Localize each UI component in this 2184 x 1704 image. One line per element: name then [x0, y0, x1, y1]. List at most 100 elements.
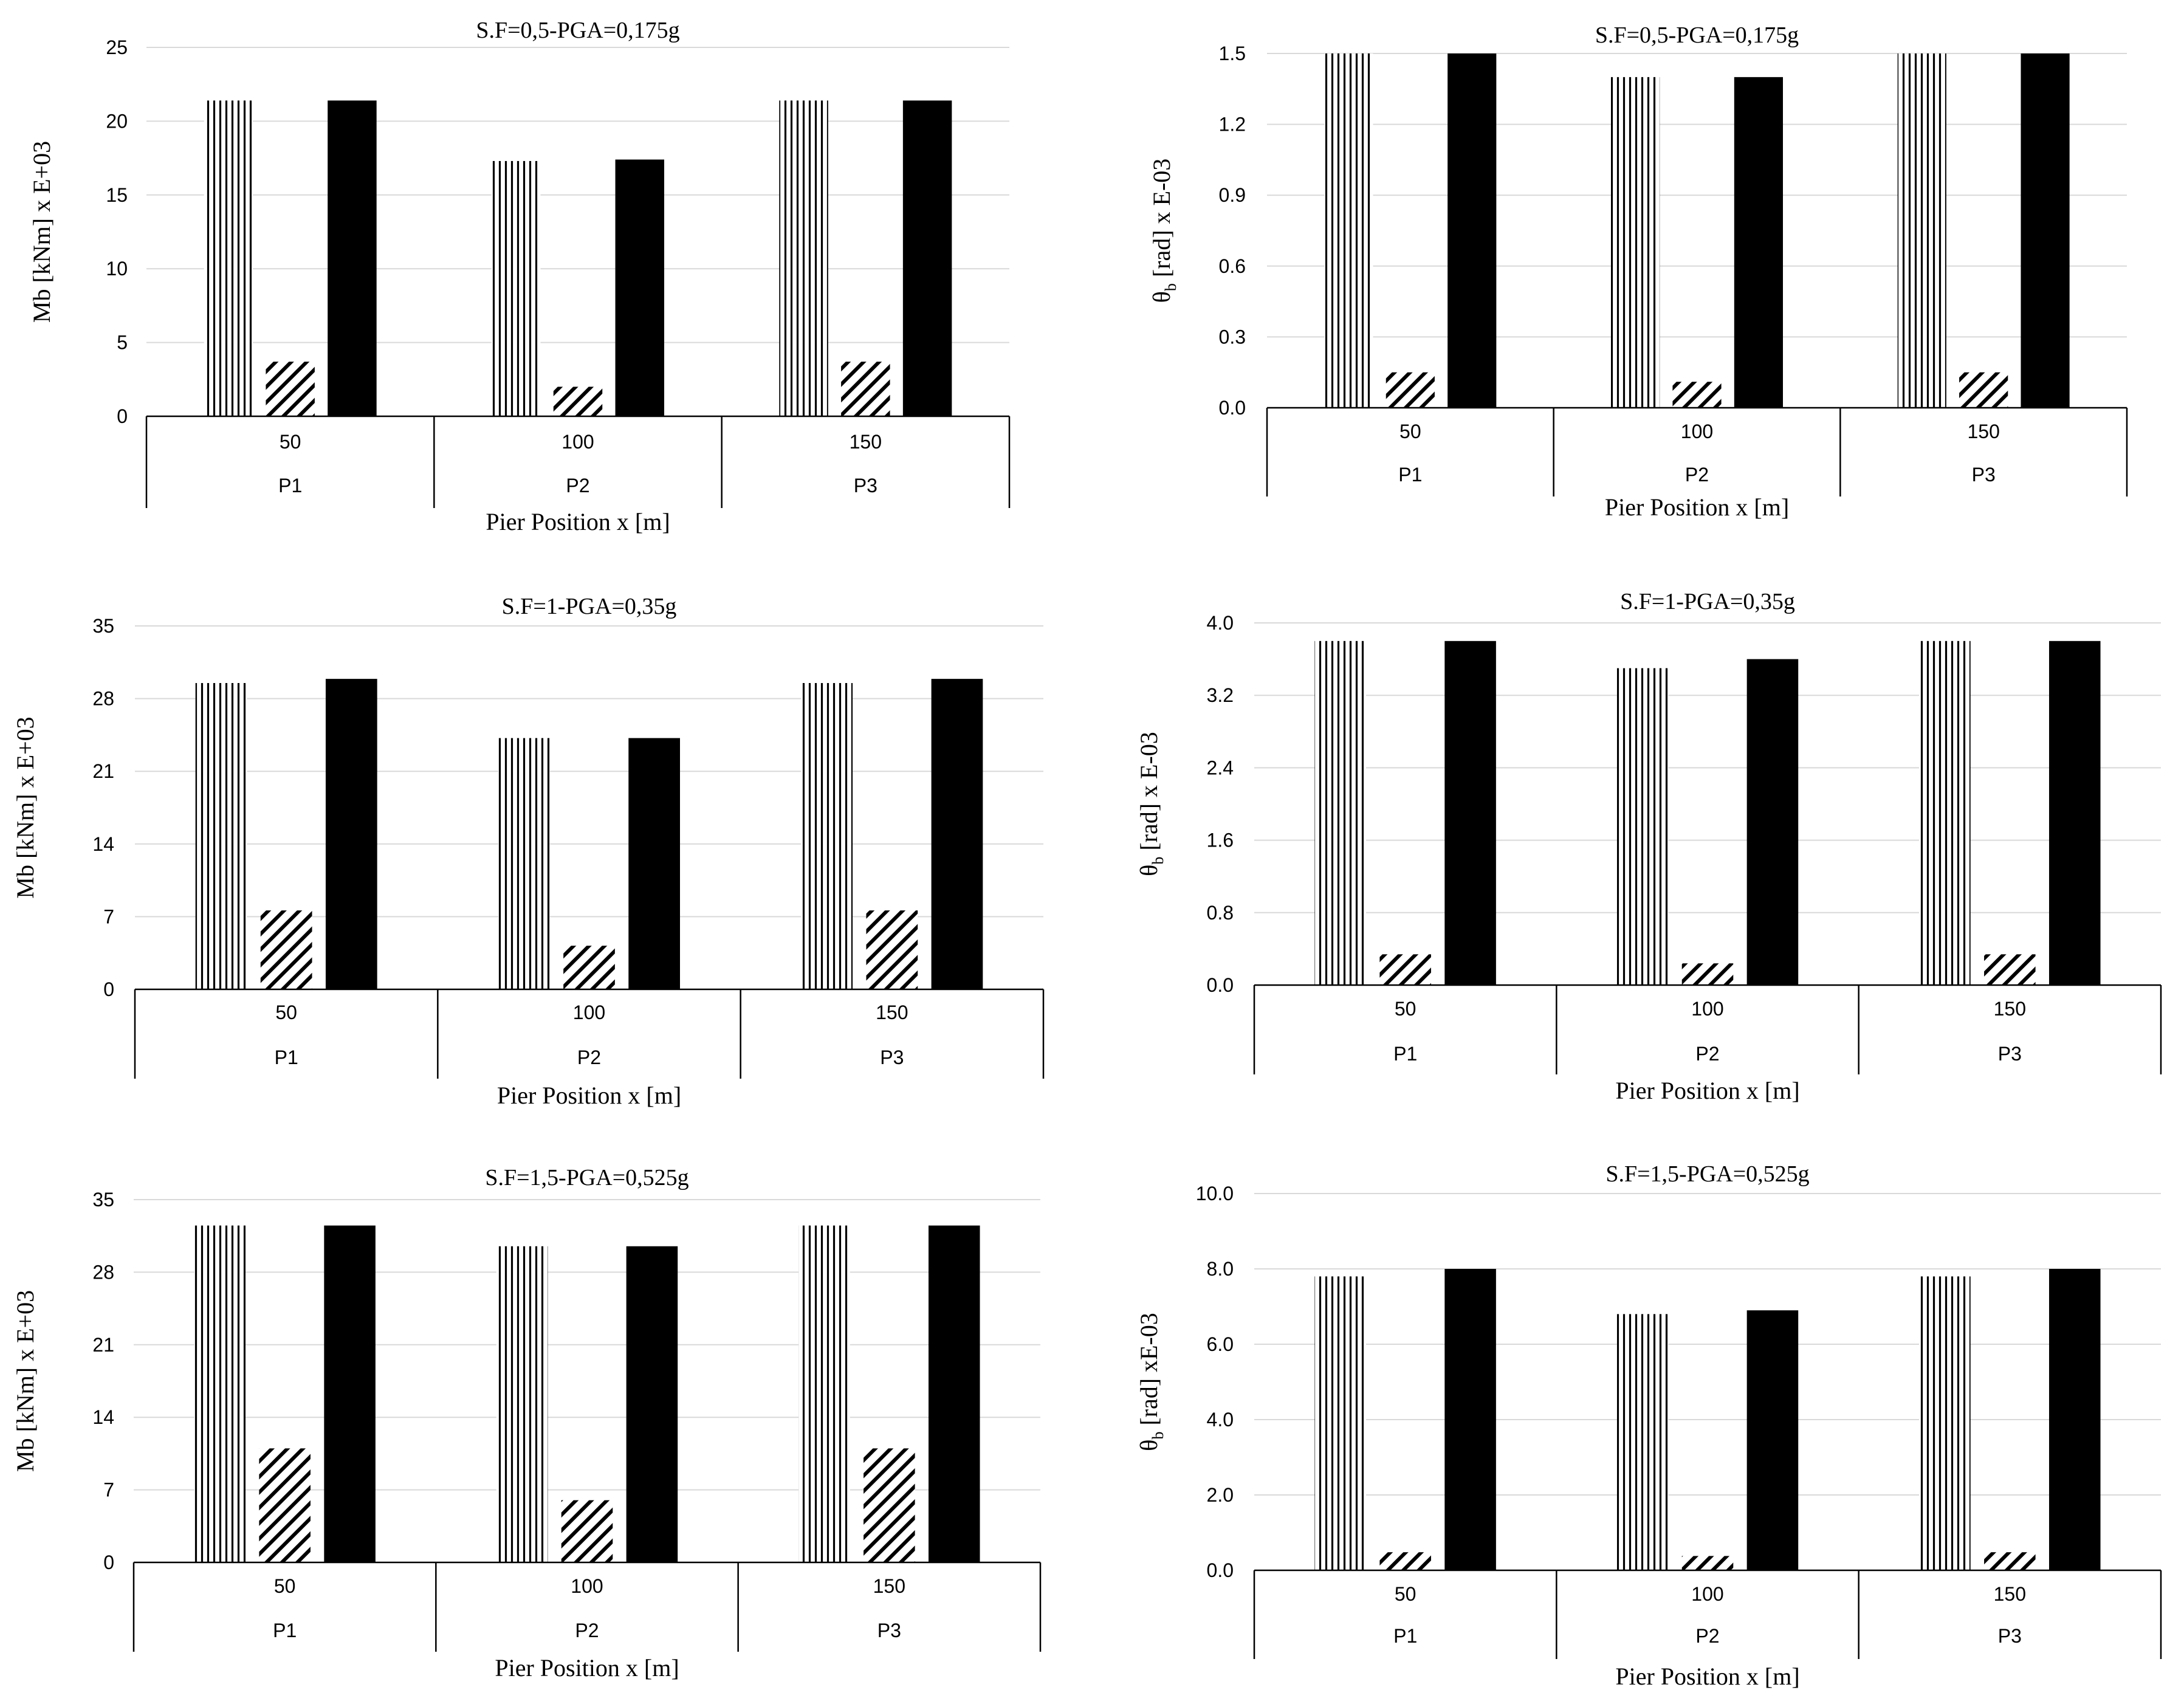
- bar-vertical-100: [1616, 668, 1669, 985]
- bar-diagonal-100: [1681, 963, 1734, 985]
- y-tick-label: 2.4: [1207, 757, 1234, 778]
- bar-solid-50: [324, 1225, 376, 1562]
- x-category-label: 100: [1691, 1583, 1723, 1605]
- bar-diagonal-50: [1379, 1552, 1431, 1570]
- y-tick-label: 14: [92, 1406, 114, 1428]
- chart-panel-1: 0 5 10 15 20 25 50 P1 100 P2 150 P3 S.F=0,5-PGA=0,17…: [28, 18, 1011, 535]
- bar-diagonal-50: [1379, 954, 1431, 985]
- y-tick-label: 28: [92, 688, 114, 710]
- y-tick-label: 35: [92, 1189, 114, 1211]
- x-category-label: 150: [873, 1575, 905, 1597]
- bar-diagonal-150: [1984, 954, 2036, 985]
- bar-diagonal-150: [1959, 372, 2008, 408]
- y-tick-label: 8.0: [1207, 1258, 1234, 1280]
- y-tick-label: 0: [117, 405, 128, 427]
- y-tick-label: 15: [106, 184, 128, 206]
- y-tick-label: 28: [92, 1261, 114, 1283]
- x-category-label: 50: [1399, 421, 1421, 442]
- bar-diagonal-150: [864, 1448, 915, 1562]
- bar-vertical-100: [1616, 1314, 1669, 1570]
- bar-solid-150: [931, 679, 983, 989]
- y-tick-label: 0.0: [1207, 1559, 1234, 1581]
- x-axis-label: Pier Position x [m]: [1605, 493, 1789, 521]
- chart-panel-4: 0.0 0.8 1.6 2.4 3.2 4.0 50 P1 100 P2 150 P3 S.F=1-PG…: [1135, 589, 2162, 1104]
- bar-vertical-100: [496, 1246, 548, 1562]
- bar-diagonal-150: [866, 910, 918, 989]
- x-axis-label: Pier Position x [m]: [497, 1082, 681, 1109]
- y-tick-label: 7: [103, 905, 114, 927]
- bar-solid-100: [1746, 659, 1799, 985]
- bar-solid-50: [325, 679, 377, 989]
- y-tick-label: 0.8: [1207, 902, 1234, 924]
- bar-solid-50: [328, 100, 377, 416]
- y-tick-label: 2.0: [1207, 1484, 1234, 1506]
- x-group-label: P3: [1998, 1625, 2022, 1647]
- y-tick-label: 10: [106, 258, 128, 280]
- x-group-label: P3: [877, 1620, 901, 1641]
- bar-solid-100: [1734, 77, 1783, 408]
- y-tick-label: 0: [103, 978, 114, 1000]
- x-group-label: P1: [1393, 1043, 1417, 1065]
- bar-diagonal-100: [561, 1500, 613, 1562]
- bar-vertical-150: [1919, 1276, 1971, 1570]
- bar-vertical-50: [1314, 1276, 1367, 1570]
- bar-solid-100: [628, 738, 680, 989]
- chart-title: S.F=1,5-PGA=0,525g: [1605, 1161, 1809, 1187]
- bar-vertical-150: [801, 682, 853, 989]
- x-category-label: 150: [1967, 421, 1999, 442]
- x-group-label: P1: [1393, 1625, 1417, 1647]
- x-group-label: P1: [278, 475, 302, 496]
- x-group-label: P3: [854, 475, 877, 496]
- x-axis-label: Pier Position x [m]: [1615, 1077, 1799, 1104]
- y-tick-label: 0.0: [1207, 974, 1234, 996]
- chart-title: S.F=1-PGA=0,35g: [502, 594, 677, 619]
- y-axis-label: Mb [kNm] x E+03: [28, 141, 55, 323]
- bar-diagonal-50: [259, 1448, 311, 1562]
- chart-panel-6: 0.0 2.0 4.0 6.0 8.0 10.0 50 P1 100 P2 150 P3 S.F=1,5…: [1135, 1161, 2162, 1690]
- y-tick-label: 0.6: [1219, 255, 1246, 277]
- bar-solid-100: [615, 159, 664, 416]
- bar-solid-100: [1746, 1310, 1799, 1570]
- bar-vertical-50: [1314, 641, 1367, 985]
- y-axis-label: θb [rad] x E-03: [1148, 159, 1180, 303]
- y-tick-label: 0.9: [1219, 184, 1246, 206]
- bar-diagonal-50: [1386, 372, 1435, 408]
- bar-diagonal-50: [266, 362, 315, 416]
- y-tick-label: 4.0: [1207, 612, 1234, 634]
- chart-panel-5: 0 7 14 21 28 35 50 P1 100 P2 150 P3 S.F=1,5-PGA=0,52…: [12, 1165, 1042, 1682]
- y-axis-label: θb [rad] xE-03: [1135, 1313, 1167, 1451]
- y-tick-label: 14: [92, 833, 114, 855]
- chart-panel-3: 0 7 14 21 28 35 50 P1 100 P2 150 P3 S.F=1-PGA=0,35g P…: [12, 594, 1045, 1109]
- y-axis-label: Mb [kNm] x E+03: [12, 1290, 39, 1472]
- x-category-label: 150: [1994, 998, 2026, 1020]
- x-category-label: 100: [1681, 421, 1713, 442]
- bar-diagonal-100: [553, 386, 603, 416]
- x-group-label: P2: [575, 1620, 599, 1641]
- y-tick-label: 4.0: [1207, 1409, 1234, 1431]
- chart-title: S.F=0,5-PGA=0,175g: [476, 18, 679, 43]
- bar-vertical-100: [1611, 77, 1660, 408]
- bar-vertical-100: [492, 160, 541, 416]
- y-tick-label: 6.0: [1207, 1333, 1234, 1355]
- x-axis-label: Pier Position x [m]: [495, 1654, 679, 1682]
- y-tick-label: 35: [92, 615, 114, 637]
- x-group-label: P2: [1685, 464, 1709, 486]
- bar-diagonal-150: [841, 362, 890, 416]
- x-group-label: P3: [880, 1046, 904, 1068]
- bar-vertical-50: [195, 682, 247, 989]
- y-tick-label: 0: [103, 1551, 114, 1573]
- bar-vertical-50: [194, 1225, 246, 1562]
- chart-title: S.F=1,5-PGA=0,525g: [485, 1165, 689, 1190]
- chart-title: S.F=0,5-PGA=0,175g: [1595, 22, 1799, 48]
- x-group-label: P2: [577, 1046, 601, 1068]
- x-group-label: P2: [1695, 1625, 1719, 1647]
- bar-diagonal-100: [563, 946, 615, 989]
- x-category-label: 50: [1395, 998, 1417, 1020]
- bar-diagonal-50: [260, 910, 312, 989]
- y-tick-label: 20: [106, 110, 128, 132]
- x-category-label: 50: [1395, 1583, 1417, 1605]
- y-tick-label: 1.5: [1219, 43, 1246, 64]
- x-category-label: 100: [1691, 998, 1723, 1020]
- x-category-label: 50: [280, 431, 301, 453]
